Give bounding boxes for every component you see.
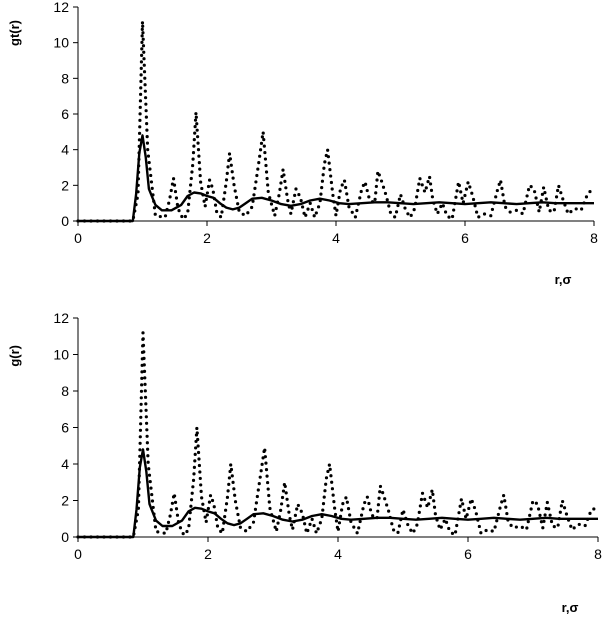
y-tick-label: 2 [61,493,69,509]
x-tick-label: 4 [332,230,340,246]
y-tick-label: 8 [61,383,69,399]
x-tick-label: 8 [594,546,602,562]
x-tick-label: 0 [74,546,82,562]
x-axis-label: r,σ [562,600,579,615]
x-axis-label: r,σ [555,272,572,287]
y-tick-label: 8 [61,70,69,86]
y-tick-label: 0 [61,529,69,545]
series-dotted-line [76,19,596,223]
y-tick-label: 6 [61,106,69,122]
y-tick-label: 4 [61,142,69,158]
y-tick-label: 0 [61,213,69,229]
x-tick-label: 2 [203,230,211,246]
series-solid-line [78,134,594,223]
y-tick-label: 10 [53,35,69,51]
y-tick-label: 12 [53,310,69,326]
x-tick-label: 0 [74,230,82,246]
chart-bottom: 0 2 4 6 8 10 12 0 2 4 6 8 g(r) r,σ [7,310,602,615]
x-tick-label: 6 [461,230,469,246]
series-dotted-line [76,331,600,539]
y-tick-label: 12 [53,0,69,15]
y-tick-label: 4 [61,456,69,472]
x-tick-label: 8 [590,230,598,246]
x-tick-label: 4 [334,546,342,562]
y-tick-label: 6 [61,420,69,436]
series-solid-line [78,448,598,539]
x-tick-label: 6 [464,546,472,562]
y-axis-label: g(r) [7,345,22,367]
y-tick-label: 2 [61,177,69,193]
y-tick-label: 10 [53,347,69,363]
chart-top: 0 2 4 6 8 10 12 0 2 4 6 8 gt(r) r,σ [7,0,598,287]
y-axis-label: gt(r) [7,20,22,46]
x-tick-label: 2 [204,546,212,562]
